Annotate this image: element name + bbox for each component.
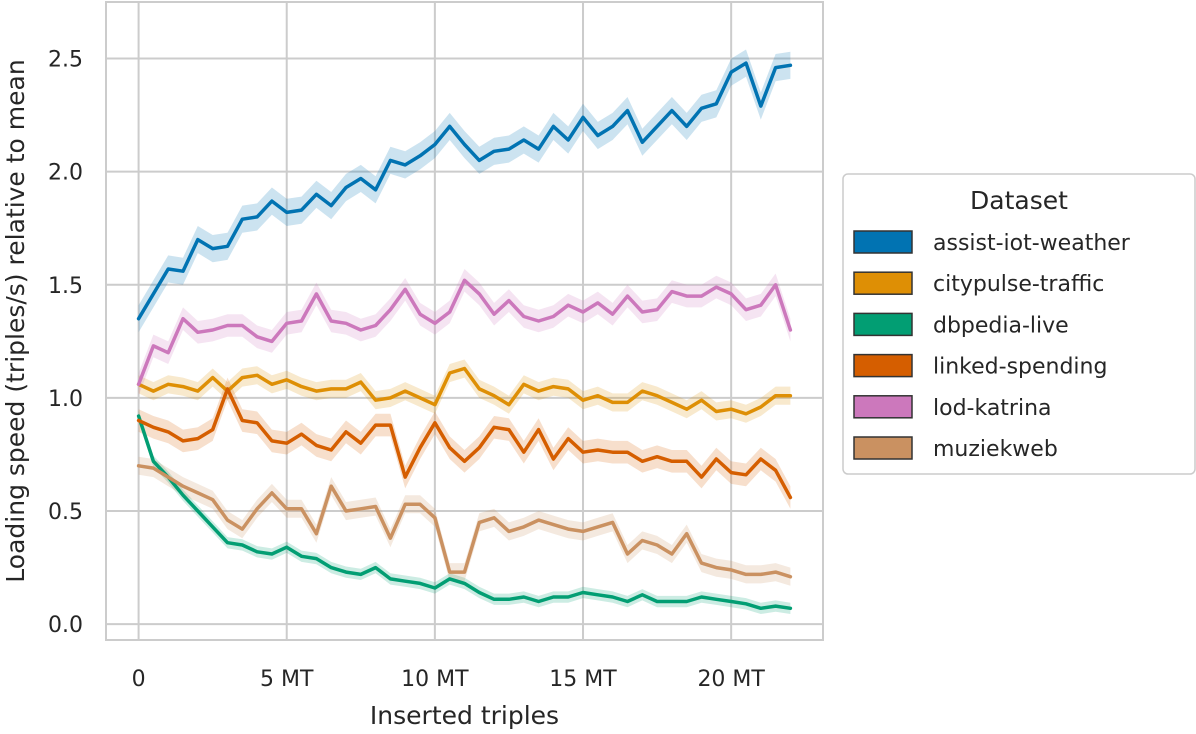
legend-swatch-lod-katrina — [853, 395, 913, 419]
line-linked-spending — [136, 387, 793, 500]
band-lod-katrina — [138, 269, 791, 396]
legend-swatch-assist-iot-weather — [853, 230, 913, 254]
y-tick-label: 1.5 — [48, 274, 83, 299]
x-tick-labels: 0 5 MT 10 MT 15 MT 20 MT — [132, 667, 766, 692]
legend-swatch-dbpedia-live — [853, 312, 913, 337]
legend: Dataset assist-iot-weather citypulse-traf… — [842, 173, 1196, 475]
legend-swatch-linked-spending — [853, 353, 913, 378]
series-lines — [136, 61, 793, 611]
x-tick-label: 0 — [132, 667, 146, 692]
legend-swatch-muziekweb — [853, 436, 913, 460]
y-tick-label: 0.0 — [48, 613, 83, 638]
x-tick-label: 15 MT — [549, 667, 617, 692]
y-axis-title: Loading speed (triples/s) relative to me… — [1, 59, 30, 582]
plot-frame — [105, 1, 824, 641]
legend-items: assist-iot-weather citypulse-traffic dbped… — [853, 230, 1131, 462]
x-axis-title: Inserted triples — [370, 701, 559, 730]
band-citypulse-traffic — [138, 359, 791, 423]
line-assist-iot-weather — [136, 61, 793, 321]
x-tick-label: 10 MT — [401, 667, 469, 692]
legend-title: Dataset — [970, 186, 1068, 215]
line-citypulse-traffic — [136, 366, 793, 416]
legend-label-linked-spending: linked-spending — [933, 355, 1107, 380]
x-tick-label: 20 MT — [697, 667, 765, 692]
legend-label-dbpedia-live: dbpedia-live — [933, 313, 1069, 338]
y-tick-label: 0.5 — [48, 500, 83, 525]
legend-label-muziekweb: muziekweb — [933, 437, 1058, 462]
band-assist-iot-weather — [138, 49, 791, 333]
y-tick-label: 2.5 — [48, 48, 83, 73]
legend-box — [842, 173, 1196, 475]
line-muziekweb — [136, 464, 793, 579]
line-dbpedia-live — [136, 414, 793, 611]
legend-label-assist-iot-weather: assist-iot-weather — [933, 231, 1131, 256]
band-linked-spending — [138, 377, 791, 509]
y-tick-label: 2.0 — [48, 161, 83, 186]
line-lod-katrina — [136, 278, 793, 387]
legend-label-citypulse-traffic: citypulse-traffic — [933, 272, 1104, 297]
y-tick-labels: 0.0 0.5 1.0 1.5 2.0 2.5 — [48, 48, 83, 639]
x-tick-label: 5 MT — [260, 667, 314, 692]
legend-label-lod-katrina: lod-katrina — [933, 396, 1052, 421]
y-tick-label: 1.0 — [48, 387, 83, 412]
legend-swatch-citypulse-traffic — [853, 271, 913, 295]
